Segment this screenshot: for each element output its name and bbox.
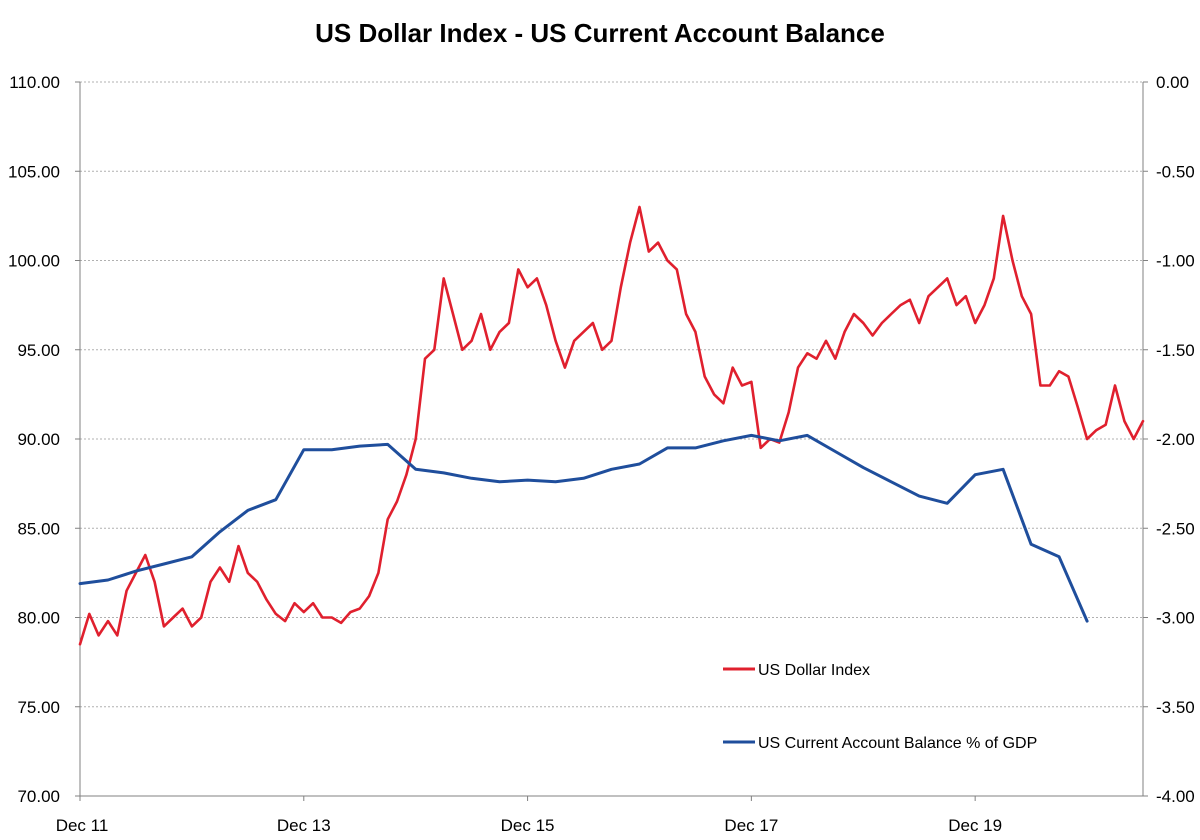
axes (75, 81, 1148, 801)
legend-label-dollar: US Dollar Index (758, 662, 870, 679)
chart-title: US Dollar Index - US Current Account Bal… (315, 18, 885, 48)
legend: US Dollar Index US Current Account Balanc… (723, 662, 1037, 752)
x-tick-label: Dec 17 (724, 816, 778, 835)
right-tick-label: -1.50 (1156, 341, 1195, 360)
legend-label-current-account: US Current Account Balance % of GDP (758, 735, 1037, 752)
right-tick-label: -2.50 (1156, 519, 1195, 538)
x-tick-label: Dec 13 (277, 816, 331, 835)
gridlines (80, 81, 1143, 708)
series-lines (78, 205, 1145, 646)
x-tick-label: Dec 15 (501, 816, 555, 835)
left-tick-label: 105.00 (8, 162, 60, 181)
left-tick-label: 90.00 (17, 430, 60, 449)
left-tick-label: 95.00 (17, 341, 60, 360)
right-tick-label: -3.50 (1156, 698, 1195, 717)
right-tick-label: -4.00 (1156, 787, 1195, 806)
right-tick-label: -1.00 (1156, 252, 1195, 271)
left-tick-label: 75.00 (17, 698, 60, 717)
current-account-line (78, 433, 1089, 623)
left-tick-label: 100.00 (8, 252, 60, 271)
left-tick-label: 110.00 (9, 73, 60, 92)
x-tick-label: Dec 19 (948, 816, 1002, 835)
right-tick-label: -2.00 (1156, 430, 1195, 449)
left-tick-label: 80.00 (17, 609, 60, 628)
dollar-index-line (78, 205, 1145, 646)
right-tick-label: -0.50 (1156, 162, 1195, 181)
right-tick-label: 0.00 (1156, 73, 1189, 92)
right-tick-label: -3.00 (1156, 609, 1195, 628)
x-tick-label: Dec 11 (56, 816, 109, 835)
left-tick-label: 85.00 (17, 519, 60, 538)
tick-labels: 70.00 75.00 80.00 85.00 90.00 95.00 100.00 105.… (8, 73, 1195, 835)
left-tick-label: 70.00 (17, 787, 60, 806)
